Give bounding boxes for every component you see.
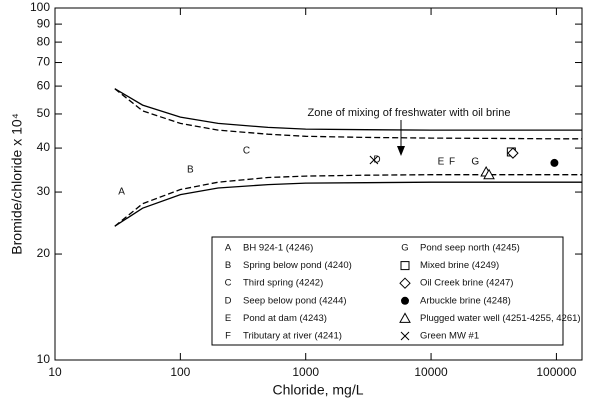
annotation: Zone of mixing of freshwater with oil br… xyxy=(308,107,511,119)
x-tick-label: 10000 xyxy=(414,365,448,379)
y-tick-label: 100 xyxy=(30,0,50,14)
legend-label: Green MW #1 xyxy=(420,331,479,342)
legend-marker: F xyxy=(225,331,231,342)
y-tick-label: 40 xyxy=(37,140,51,154)
legend-label: Pond at dam (4243) xyxy=(243,313,327,324)
y-tick-label: 90 xyxy=(37,16,51,30)
x-axis-title: Chloride, mg/L xyxy=(272,382,363,398)
legend-marker: B xyxy=(225,260,231,271)
x-tick-label: 10 xyxy=(48,365,62,379)
data-point xyxy=(369,155,379,165)
legend-marker: E xyxy=(225,313,231,324)
legend-label: Seep below pond (4244) xyxy=(243,295,347,306)
plot-frame xyxy=(54,7,583,361)
legend-label: Oil Creek brine (4247) xyxy=(420,278,513,289)
legend-marker xyxy=(401,296,409,305)
data-point: A xyxy=(118,187,125,198)
data-point xyxy=(550,158,559,167)
y-tick-label: 50 xyxy=(37,106,51,120)
legend-marker xyxy=(400,261,410,271)
data-point: B xyxy=(187,164,194,175)
legend-marker: G xyxy=(401,243,408,254)
mixing-curve xyxy=(114,174,582,227)
legend-label: Pond seep north (4245) xyxy=(420,243,520,254)
legend-marker: C xyxy=(225,278,232,289)
legend-marker: A xyxy=(225,243,232,254)
y-tick-label: 60 xyxy=(37,78,51,92)
legend-marker: D xyxy=(225,295,232,306)
legend-label: Tributary at river (4241) xyxy=(243,331,342,342)
legend-label: Mixed brine (4249) xyxy=(420,260,499,271)
y-tick-label: 80 xyxy=(37,34,51,48)
data-point: G xyxy=(471,157,479,168)
data-point: F xyxy=(449,157,455,168)
legend-box xyxy=(211,236,564,346)
arrow-head xyxy=(397,146,405,156)
mixing-curve xyxy=(114,181,582,227)
legend-label: Arbuckle brine (4248) xyxy=(420,295,511,306)
legend-marker xyxy=(399,312,411,323)
data-point: E xyxy=(438,157,445,168)
x-tick-label: 100000 xyxy=(536,365,576,379)
legend-label: Spring below pond (4240) xyxy=(243,260,352,271)
legend-label: BH 924-1 (4246) xyxy=(243,243,313,254)
data-point: D xyxy=(373,155,380,166)
data-point xyxy=(507,147,519,159)
data-point: C xyxy=(243,145,250,156)
y-axis-title: Bromide/chloride x 10⁴ xyxy=(9,113,25,254)
x-tick-label: 1000 xyxy=(292,365,319,379)
x-tick-label: 100 xyxy=(170,365,190,379)
y-tick-label: 10 xyxy=(37,352,51,366)
y-tick-label: 30 xyxy=(37,184,51,198)
legend-marker xyxy=(400,331,410,341)
legend-marker xyxy=(399,277,411,289)
data-point xyxy=(483,168,495,180)
legend-label: Plugged water well (4251-4255, 4261) xyxy=(420,313,581,324)
mixing-curve xyxy=(114,88,582,131)
y-tick-label: 70 xyxy=(37,55,51,69)
legend-label: Third spring (4242) xyxy=(243,278,323,289)
mixing-curve xyxy=(114,88,582,140)
y-tick-label: 20 xyxy=(37,246,51,260)
